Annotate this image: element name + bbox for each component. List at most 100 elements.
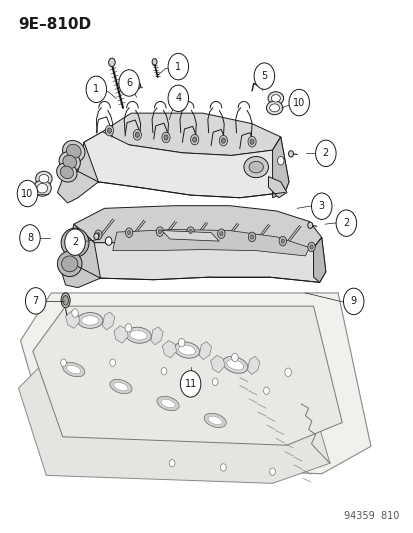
Circle shape <box>248 232 255 241</box>
Polygon shape <box>162 341 176 358</box>
Circle shape <box>168 53 188 80</box>
Circle shape <box>186 227 194 236</box>
Polygon shape <box>57 142 98 203</box>
Text: 2: 2 <box>322 148 328 158</box>
Circle shape <box>94 233 99 239</box>
Ellipse shape <box>126 327 151 343</box>
Circle shape <box>127 231 131 235</box>
Circle shape <box>311 193 331 220</box>
Polygon shape <box>161 231 219 241</box>
Circle shape <box>64 229 85 255</box>
Circle shape <box>231 353 237 362</box>
Circle shape <box>192 137 196 142</box>
Circle shape <box>277 157 283 165</box>
Ellipse shape <box>178 345 195 355</box>
Polygon shape <box>112 230 309 256</box>
Circle shape <box>221 138 225 143</box>
Polygon shape <box>62 224 100 288</box>
Ellipse shape <box>61 228 89 257</box>
Polygon shape <box>74 224 325 282</box>
Circle shape <box>168 85 188 111</box>
Circle shape <box>105 125 113 136</box>
Ellipse shape <box>174 342 199 358</box>
Polygon shape <box>268 176 286 198</box>
Ellipse shape <box>63 362 85 377</box>
Circle shape <box>220 464 226 471</box>
Polygon shape <box>150 327 163 345</box>
Circle shape <box>125 228 133 237</box>
Circle shape <box>309 245 312 249</box>
Ellipse shape <box>271 95 280 102</box>
Ellipse shape <box>37 183 47 193</box>
Ellipse shape <box>33 180 51 196</box>
Circle shape <box>20 225 40 251</box>
Text: 6: 6 <box>126 78 132 88</box>
Polygon shape <box>199 342 211 360</box>
Circle shape <box>71 309 78 317</box>
Ellipse shape <box>222 357 247 373</box>
Text: 1: 1 <box>175 62 181 71</box>
Text: 9: 9 <box>350 296 356 306</box>
Ellipse shape <box>62 256 78 272</box>
Circle shape <box>17 180 38 207</box>
Circle shape <box>161 132 170 143</box>
Circle shape <box>307 242 314 252</box>
Ellipse shape <box>161 399 175 408</box>
Circle shape <box>86 76 106 102</box>
Circle shape <box>156 227 163 236</box>
Circle shape <box>135 83 140 89</box>
Ellipse shape <box>81 316 99 325</box>
Circle shape <box>158 230 161 233</box>
Ellipse shape <box>114 383 128 391</box>
Circle shape <box>254 63 274 90</box>
Ellipse shape <box>57 163 77 182</box>
Text: 1: 1 <box>93 84 99 94</box>
Circle shape <box>212 378 218 385</box>
Ellipse shape <box>77 312 103 328</box>
Text: 11: 11 <box>184 379 196 389</box>
Circle shape <box>315 140 335 166</box>
Text: 94359  810: 94359 810 <box>344 511 399 521</box>
Polygon shape <box>21 293 370 474</box>
Ellipse shape <box>208 416 222 424</box>
Ellipse shape <box>39 174 49 183</box>
Polygon shape <box>247 357 259 374</box>
Ellipse shape <box>59 151 80 172</box>
Ellipse shape <box>243 157 268 177</box>
Circle shape <box>169 459 175 467</box>
Text: 3: 3 <box>318 201 324 211</box>
Circle shape <box>269 468 275 475</box>
Polygon shape <box>74 206 321 248</box>
Circle shape <box>135 132 139 138</box>
Circle shape <box>25 288 46 314</box>
Ellipse shape <box>66 366 81 374</box>
Circle shape <box>280 239 284 243</box>
Ellipse shape <box>226 360 243 370</box>
Polygon shape <box>65 311 80 328</box>
Text: 7: 7 <box>33 296 39 306</box>
Text: 10: 10 <box>21 189 33 198</box>
Circle shape <box>288 90 309 116</box>
Polygon shape <box>19 351 329 483</box>
Circle shape <box>278 236 286 246</box>
Text: 10: 10 <box>292 98 305 108</box>
Text: 5: 5 <box>261 71 267 81</box>
Ellipse shape <box>57 251 82 277</box>
Text: 4: 4 <box>175 93 181 103</box>
Circle shape <box>133 130 141 140</box>
Polygon shape <box>78 132 288 198</box>
Polygon shape <box>102 312 114 330</box>
Polygon shape <box>84 113 280 156</box>
Circle shape <box>335 210 356 236</box>
Ellipse shape <box>109 379 132 394</box>
Circle shape <box>180 370 200 397</box>
Ellipse shape <box>248 161 263 173</box>
Circle shape <box>343 288 363 314</box>
Circle shape <box>152 59 157 65</box>
Circle shape <box>108 58 115 67</box>
Text: 9E–810D: 9E–810D <box>19 17 91 32</box>
Circle shape <box>119 70 139 96</box>
Ellipse shape <box>63 155 76 168</box>
Circle shape <box>263 387 268 394</box>
Ellipse shape <box>61 293 70 308</box>
